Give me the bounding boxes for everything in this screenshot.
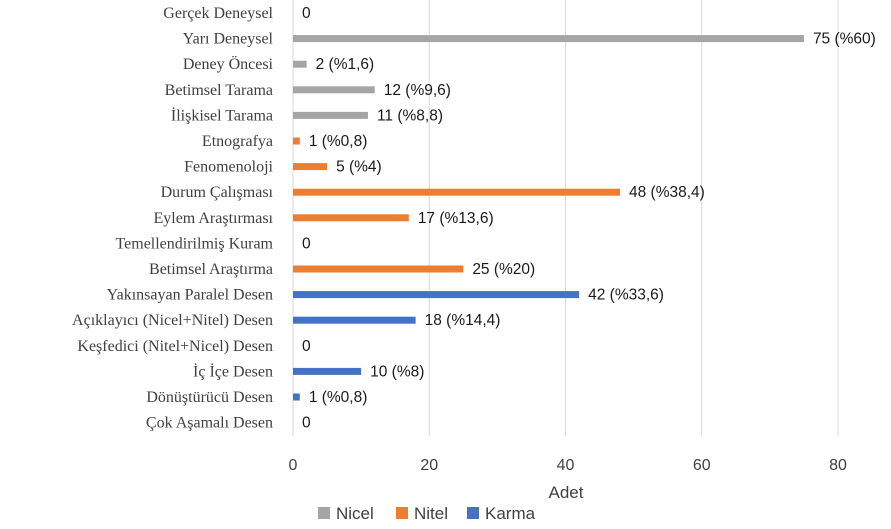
legend[interactable]: Nicel Nitel Karma: [318, 504, 536, 523]
data-label: 0: [302, 338, 311, 355]
data-label: 0: [302, 5, 311, 22]
x-tick-label: 0: [289, 457, 298, 474]
category-label: Betimsel Araştırma: [149, 261, 273, 278]
x-tick-label: 20: [420, 457, 438, 474]
x-tick-label: 60: [693, 457, 711, 474]
data-label: 17 (%13,6): [418, 210, 494, 227]
bar: [293, 393, 300, 401]
category-label: Açıklayıcı (Nicel+Nitel) Desen: [72, 312, 273, 329]
category-label: Gerçek Deneysel: [163, 5, 273, 22]
data-labels: 0 75 (%60) 2 (%1,6) 12 (%9,6) 11 (%8,8) 1 (%0…: [302, 5, 876, 432]
x-axis-title: Adet: [549, 483, 584, 502]
bar: [293, 188, 620, 196]
bar: [293, 214, 409, 222]
bar: [293, 86, 375, 94]
category-label: Temellendirilmiş Kuram: [115, 235, 273, 252]
legend-item[interactable]: Karma: [467, 504, 536, 523]
data-label: 2 (%1,6): [316, 56, 375, 73]
data-label: 48 (%38,4): [629, 184, 705, 201]
legend-label: Nicel: [336, 504, 374, 523]
data-label: 75 (%60): [813, 31, 876, 48]
bar: [293, 265, 464, 273]
bar: [293, 367, 362, 375]
category-label: Deney Öncesi: [183, 55, 274, 73]
legend-swatch: [467, 507, 479, 519]
bar: [293, 35, 804, 43]
category-label: Eylem Araştırması: [153, 210, 273, 227]
data-label: 18 (%14,4): [425, 312, 501, 329]
x-tick-label: 40: [557, 457, 575, 474]
bar: [293, 60, 307, 68]
category-label: Fenomenoloji: [184, 159, 273, 176]
data-label: 0: [302, 235, 311, 252]
category-label: Betimsel Tarama: [165, 82, 273, 99]
category-label: Yarı Deneysel: [183, 31, 274, 48]
category-labels: Gerçek Deneysel Yarı Deneysel Deney Öncesi…: [72, 5, 274, 432]
legend-label: Karma: [485, 504, 536, 523]
bar: [293, 137, 300, 145]
bars: [293, 35, 804, 401]
legend-item[interactable]: Nitel: [396, 504, 448, 523]
category-label: İç İçe Desen: [193, 362, 273, 380]
data-label: 10 (%8): [370, 363, 424, 380]
legend-swatch: [396, 507, 408, 519]
data-label: 42 (%33,6): [588, 287, 664, 304]
data-label: 0: [302, 415, 311, 432]
category-label: Yakınsayan Paralel Desen: [107, 287, 273, 304]
category-label: Etnografya: [202, 133, 273, 150]
legend-label: Nitel: [414, 504, 448, 523]
data-label: 5 (%4): [336, 159, 382, 176]
bar: [293, 316, 416, 324]
x-tick-label: 80: [829, 457, 847, 474]
category-label: Dönüştürücü Desen: [146, 389, 273, 406]
category-label: Keşfedici (Nitel+Nicel) Desen: [77, 338, 273, 355]
category-label: Durum Çalışması: [161, 184, 274, 201]
data-label: 1 (%0,8): [309, 389, 368, 406]
legend-item[interactable]: Nicel: [318, 504, 374, 523]
data-label: 11 (%8,8): [377, 107, 443, 124]
legend-swatch: [318, 507, 330, 519]
data-label: 1 (%0,8): [309, 133, 368, 150]
x-axis-ticks: 0 20 40 60 80: [289, 457, 847, 474]
data-label: 25 (%20): [472, 261, 535, 278]
bar: [293, 111, 368, 119]
data-label: 12 (%9,6): [384, 82, 451, 99]
category-label: Çok Aşamalı Desen: [146, 415, 273, 432]
category-label: İlişkisel Tarama: [171, 106, 273, 124]
bar: [293, 163, 328, 171]
bar: [293, 291, 580, 299]
